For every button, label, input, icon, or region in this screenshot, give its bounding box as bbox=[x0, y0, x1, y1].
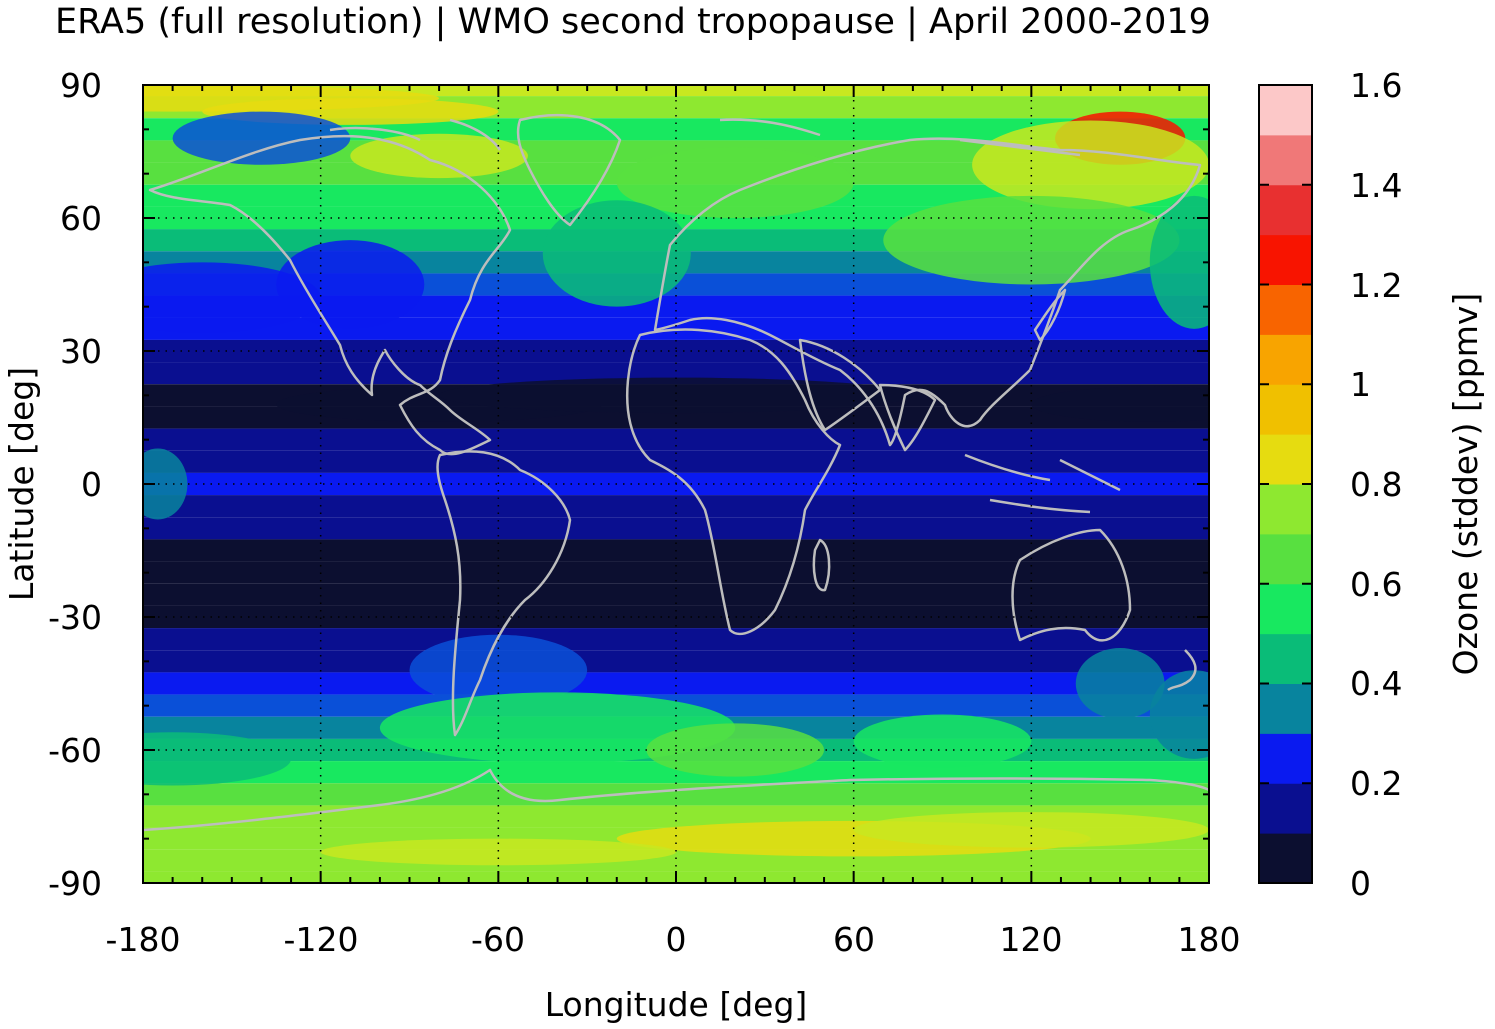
colorbar-segment bbox=[1259, 85, 1312, 136]
x-tick-label: -60 bbox=[471, 920, 525, 959]
colorbar-segment bbox=[1259, 184, 1312, 236]
colorbar-tick-label: 0.4 bbox=[1350, 664, 1402, 703]
field-patch bbox=[853, 812, 1209, 848]
colorbar-segment bbox=[1259, 284, 1312, 335]
field-patch bbox=[972, 120, 1209, 210]
y-tick-label: 0 bbox=[81, 465, 102, 504]
field-patch bbox=[1075, 648, 1165, 719]
colorbar-tick-label: 1.6 bbox=[1350, 66, 1402, 105]
y-tick-labels: 90 60 30 0 -30 -60 -90 bbox=[48, 66, 102, 903]
colorbar-segment bbox=[1259, 633, 1312, 684]
y-tick-label: 30 bbox=[60, 332, 102, 371]
x-tick-labels: -180 -120 -60 0 60 120 180 bbox=[106, 920, 1241, 959]
colorbar-segment bbox=[1259, 683, 1312, 734]
colorbar-tick-labels: 0 0.2 0.4 0.6 0.8 1 1.2 1.4 1.6 bbox=[1350, 66, 1402, 903]
chart-title: ERA5 (full resolution) | WMO second trop… bbox=[55, 2, 1211, 42]
grid-lines bbox=[143, 85, 1209, 883]
field-band bbox=[143, 849, 1209, 872]
field-band bbox=[143, 628, 1209, 651]
colorbar-segment bbox=[1259, 733, 1312, 784]
colorbar-tick-label: 1 bbox=[1350, 365, 1371, 404]
colorbar-ticks bbox=[1259, 84, 1312, 884]
field-patch bbox=[1149, 195, 1209, 329]
axis-ticks bbox=[142, 84, 1210, 884]
field-patch bbox=[143, 262, 321, 334]
x-tick-label: 60 bbox=[833, 920, 875, 959]
field-patch bbox=[1031, 386, 1209, 422]
colorbar-tick-label: 0.6 bbox=[1350, 565, 1402, 604]
field-patch bbox=[853, 714, 1032, 768]
colorbar-tick-label: 0.2 bbox=[1350, 764, 1402, 803]
y-tick-label: -90 bbox=[48, 864, 102, 903]
colorbar-segment bbox=[1259, 833, 1312, 884]
field-patch bbox=[172, 111, 351, 165]
colorbar-segment bbox=[1259, 583, 1312, 635]
colorbar-segment bbox=[1259, 533, 1312, 585]
field-patch bbox=[143, 732, 292, 786]
field-patch bbox=[616, 147, 854, 219]
x-tick-label: 0 bbox=[666, 920, 687, 959]
field-patch bbox=[883, 195, 1180, 285]
y-tick-label: -60 bbox=[48, 731, 102, 770]
colorbar bbox=[1259, 85, 1312, 884]
colorbar-segment bbox=[1259, 334, 1312, 385]
colorbar-tick-label: 0 bbox=[1350, 864, 1371, 903]
x-axis-title: Longitude [deg] bbox=[545, 985, 808, 1024]
field-patch bbox=[542, 200, 691, 307]
colorbar-segment bbox=[1259, 783, 1312, 834]
field-patch bbox=[350, 133, 528, 179]
colorbar-segment bbox=[1259, 134, 1312, 186]
y-tick-label: 90 bbox=[60, 66, 102, 105]
field-patch bbox=[143, 448, 188, 520]
x-tick-label: 120 bbox=[1000, 920, 1063, 959]
field-band bbox=[143, 450, 1209, 473]
y-tick-label: 60 bbox=[60, 199, 102, 238]
colorbar-segment bbox=[1259, 484, 1312, 535]
colorbar-tick-label: 0.8 bbox=[1350, 465, 1402, 504]
colorbar-tick-label: 1.4 bbox=[1350, 166, 1402, 205]
y-axis-title: Latitude [deg] bbox=[2, 367, 41, 601]
colorbar-segment bbox=[1259, 434, 1312, 485]
x-tick-label: 180 bbox=[1178, 920, 1241, 959]
colorbar-title: Ozone (stddev) [ppmv] bbox=[1446, 293, 1485, 676]
field-band bbox=[143, 428, 1209, 451]
field-band bbox=[143, 583, 1209, 606]
field-patch bbox=[320, 838, 676, 866]
y-tick-label: -30 bbox=[48, 598, 102, 637]
field-band bbox=[143, 672, 1209, 695]
colorbar-segment bbox=[1259, 234, 1312, 285]
field-patch bbox=[379, 692, 736, 764]
x-tick-label: -120 bbox=[284, 920, 359, 959]
field-patch bbox=[439, 377, 913, 414]
ozone-anomalies bbox=[143, 85, 1209, 866]
colorbar-segment bbox=[1259, 384, 1312, 435]
field-patch bbox=[1149, 670, 1209, 759]
colorbar-tick-label: 1.2 bbox=[1350, 266, 1402, 305]
field-patch bbox=[646, 723, 825, 777]
field-band bbox=[143, 650, 1209, 673]
field-band bbox=[143, 783, 1209, 806]
x-tick-label: -180 bbox=[106, 920, 181, 959]
coastlines bbox=[143, 114, 1209, 832]
